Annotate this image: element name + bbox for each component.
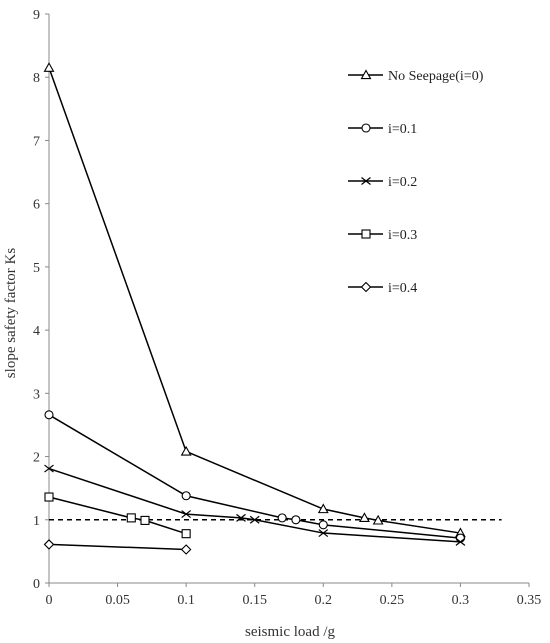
data-point <box>358 512 370 523</box>
y-tick-label: 3 <box>33 387 40 402</box>
data-point <box>236 513 246 522</box>
legend: No Seepage(i=0) i=0.1 i=0.2 i=0.3 i=0.4 <box>348 69 484 296</box>
data-point <box>318 529 329 538</box>
legend-label: No Seepage(i=0) <box>388 69 484 84</box>
y-tick-label: 2 <box>33 451 40 466</box>
y-tick-label: 7 <box>33 134 40 149</box>
data-point <box>181 510 192 519</box>
data-point <box>277 513 287 523</box>
series-0 <box>43 62 466 538</box>
y-tick-label: 6 <box>33 198 40 213</box>
legend-label: i=0.1 <box>388 122 417 137</box>
series-line <box>48 467 461 543</box>
y-tick-label: 0 <box>33 577 40 592</box>
legend-label: i=0.2 <box>388 175 417 190</box>
data-point <box>180 445 192 456</box>
data-point <box>180 544 192 555</box>
tick-labels: 0 1 2 3 4 5 6 7 8 9 0 0.05 0.1 0.15 0.2 0.25 0.3 0.35 <box>33 8 541 608</box>
series-1 <box>44 410 465 543</box>
legend-item: i=0.1 <box>348 122 417 137</box>
legend-marker <box>361 123 371 133</box>
legend-marker <box>360 281 372 293</box>
x-tick-label: 0.1 <box>177 593 195 608</box>
x-tick-label: 0.05 <box>105 593 130 608</box>
series-line <box>48 496 187 535</box>
legend-label: i=0.3 <box>388 228 417 243</box>
series-line <box>48 543 187 551</box>
data-point <box>43 539 55 550</box>
x-axis-title: seismic load /g <box>245 624 335 640</box>
legend-item: No Seepage(i=0) <box>348 69 484 84</box>
y-tick-label: 9 <box>33 8 40 23</box>
data-point <box>317 503 329 514</box>
data-point <box>44 410 54 420</box>
y-axis-title: slope safety factor Ks <box>3 248 19 379</box>
data-point <box>291 515 301 525</box>
series-line <box>48 67 461 534</box>
data-point <box>44 492 54 502</box>
legend-marker <box>360 69 372 80</box>
data-point <box>181 529 191 539</box>
data-point <box>455 533 465 543</box>
y-tick-label: 8 <box>33 71 40 86</box>
x-tick-label: 0.3 <box>452 593 470 608</box>
data-point <box>181 491 191 501</box>
data-point <box>44 464 54 473</box>
legend-item: i=0.2 <box>348 175 417 190</box>
axes <box>45 13 530 587</box>
legend-marker <box>361 177 371 185</box>
legend-item: i=0.4 <box>348 281 417 296</box>
legend-label: i=0.4 <box>388 281 417 296</box>
legend-item: i=0.3 <box>348 228 417 243</box>
x-tick-label: 0.2 <box>315 593 333 608</box>
series-2 <box>44 464 466 546</box>
data-point <box>43 62 55 72</box>
series-line <box>48 414 461 539</box>
x-tick-label: 0.15 <box>242 593 267 608</box>
y-tick-label: 1 <box>33 514 40 529</box>
data-point <box>126 513 136 523</box>
y-tick-label: 5 <box>33 261 40 276</box>
series-3 <box>44 492 191 539</box>
data-point <box>372 514 384 525</box>
x-tick-label: 0 <box>46 593 53 608</box>
x-tick-label: 0.25 <box>380 593 405 608</box>
data-point <box>455 537 466 546</box>
data-point <box>318 520 328 530</box>
series-4 <box>43 539 192 555</box>
x-tick-label: 0.35 <box>517 593 542 608</box>
data-point <box>140 515 150 525</box>
data-point <box>249 515 260 524</box>
legend-marker <box>361 229 371 239</box>
y-tick-label: 4 <box>33 324 40 339</box>
data-series <box>43 62 466 555</box>
